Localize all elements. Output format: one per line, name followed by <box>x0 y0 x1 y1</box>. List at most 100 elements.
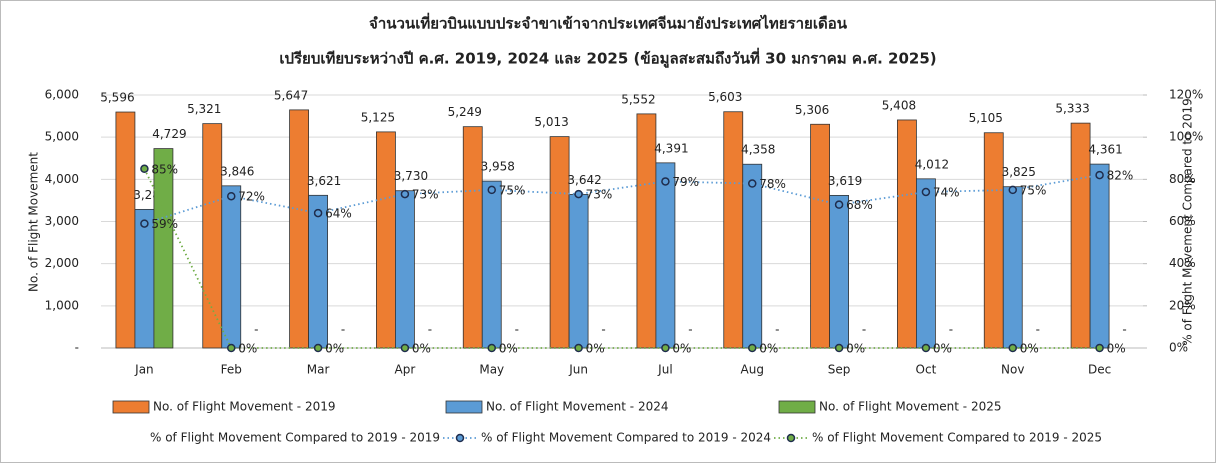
line <box>144 174 1100 225</box>
line-marker <box>313 343 323 353</box>
line-value-label: 75% <box>1020 183 1047 197</box>
y-tick-label: 1,000 <box>45 298 79 312</box>
legend-label: % of Flight Movement Compared to 2019 - … <box>150 431 440 445</box>
legend-swatch <box>778 400 816 414</box>
bar-value-label: 3,846 <box>220 164 254 178</box>
legend-label: % of Flight Movement Compared to 2019 - … <box>481 431 771 445</box>
y2-tick-label: 20% <box>1169 298 1196 312</box>
y-tick-label: - <box>75 341 79 355</box>
x-tick-label: Apr <box>395 363 416 377</box>
legend-label: No. of Flight Movement - 2019 <box>153 400 336 414</box>
bar-value-label: 5,306 <box>795 103 829 117</box>
bar <box>376 131 396 349</box>
bar-value-label: 5,125 <box>361 110 395 124</box>
bar-value-label: - <box>775 323 779 337</box>
line-marker <box>140 219 149 228</box>
line-marker <box>574 189 583 199</box>
bar <box>481 180 502 349</box>
line-marker <box>921 343 931 353</box>
line-marker <box>1095 170 1104 180</box>
y2-tick-label: 100% <box>1169 130 1203 144</box>
bar-value-label: 5,603 <box>708 90 742 104</box>
legend-swatch <box>112 400 150 414</box>
line-value-label: 0% <box>499 342 518 356</box>
line-marker <box>574 343 583 353</box>
bar-value-label: 5,333 <box>1055 102 1089 116</box>
line-value-label: 0% <box>672 342 691 356</box>
y-tick-label: 5,000 <box>45 130 79 144</box>
y2-axis-title: % of Flight Movement Compared to 2019 <box>1181 98 1195 346</box>
y-axis-title: No. of Flight Movement <box>27 152 41 292</box>
line-value-label: 0% <box>238 342 257 356</box>
bar-value-label: 4,729 <box>152 127 186 141</box>
x-tick-label: Nov <box>1001 363 1024 377</box>
line-marker <box>400 189 410 199</box>
line-value-label: 72% <box>238 190 265 204</box>
line-marker <box>227 343 236 353</box>
line-value-label: 73% <box>412 188 439 202</box>
y2-tick-label: 40% <box>1169 256 1196 270</box>
bar-value-label: - <box>515 323 519 337</box>
line-value-label: 78% <box>759 177 786 191</box>
line-marker <box>227 191 236 201</box>
bar <box>983 132 1004 349</box>
line-value-label: 0% <box>933 342 952 356</box>
bar <box>742 163 763 349</box>
line-marker <box>748 179 757 188</box>
bar-value-label: 5,105 <box>969 111 1003 125</box>
line-value-label: 0% <box>759 342 778 356</box>
bar <box>1002 186 1023 349</box>
line-value-label: 82% <box>1107 169 1134 183</box>
line-marker <box>313 208 323 218</box>
legend-label: % of Flight Movement Compared to 2019 - … <box>812 431 1102 445</box>
y2-tick-label: 120% <box>1169 88 1203 102</box>
line-marker <box>400 343 410 353</box>
line-marker <box>748 343 757 353</box>
legend-label: No. of Flight Movement - 2025 <box>819 400 1002 414</box>
bar-value-label: 3,825 <box>1002 165 1036 179</box>
bar <box>810 123 830 349</box>
bar <box>897 119 917 349</box>
bar <box>655 162 676 349</box>
line-marker <box>1008 343 1017 353</box>
legend-label: No. of Flight Movement - 2024 <box>486 400 669 414</box>
bar <box>289 109 309 349</box>
x-tick-label: Jan <box>134 363 154 377</box>
line-marker <box>1095 343 1104 353</box>
bar <box>395 190 415 349</box>
line-value-label: 0% <box>325 342 344 356</box>
bar-value-label: 4,358 <box>741 143 775 157</box>
line-marker <box>661 177 670 186</box>
x-tick-label: Oct <box>916 363 937 377</box>
line-value-label: 0% <box>1107 342 1126 356</box>
bar-value-label: - <box>341 323 345 337</box>
x-tick-label: Jun <box>568 363 588 377</box>
line-value-label: 64% <box>325 207 352 221</box>
bar-value-label: 4,391 <box>654 141 688 155</box>
legend-marker <box>786 433 796 443</box>
y-tick-label: 4,000 <box>45 172 79 186</box>
line-marker <box>661 343 670 353</box>
line-value-label: 0% <box>846 342 865 356</box>
bar-value-label: - <box>1122 323 1126 337</box>
bar <box>153 148 174 349</box>
y-tick-label: 2,000 <box>45 256 79 270</box>
bar <box>202 123 223 349</box>
x-tick-label: Sep <box>828 363 851 377</box>
line-value-label: 73% <box>586 188 613 202</box>
bar <box>221 185 242 349</box>
bar-value-label: 3,730 <box>394 169 428 183</box>
bar-value-label: 3,619 <box>828 174 862 188</box>
x-tick-label: May <box>479 363 504 377</box>
bar-value-label: 5,321 <box>187 102 221 116</box>
line-value-label: 0% <box>412 342 431 356</box>
bar-value-label: 5,647 <box>274 88 308 102</box>
x-tick-label: Feb <box>221 363 242 377</box>
bar <box>115 111 136 349</box>
bar-value-label: 5,249 <box>448 105 482 119</box>
line-value-label: 0% <box>586 342 605 356</box>
bar <box>723 111 744 349</box>
bar <box>549 136 570 349</box>
line-marker <box>834 200 844 209</box>
